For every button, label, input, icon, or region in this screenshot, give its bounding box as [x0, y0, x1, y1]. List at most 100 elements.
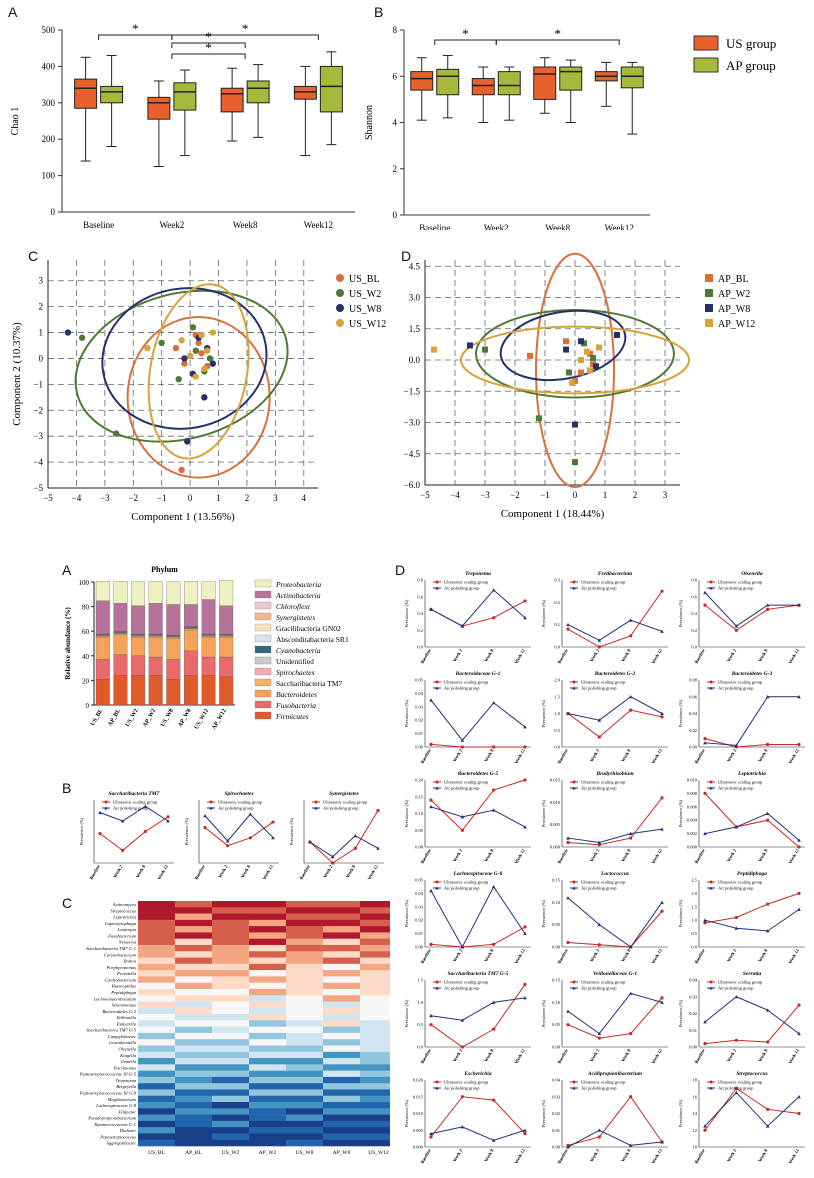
x-tick-label: −3 [100, 493, 110, 503]
row-label: Rothia [123, 959, 137, 964]
heatmap-cell [286, 939, 323, 946]
legend-swatch [255, 635, 271, 642]
heatmap-cell [249, 1039, 286, 1046]
series-line-ap [205, 814, 273, 841]
legend-swatch [255, 679, 271, 686]
heatmap-cell [323, 1127, 360, 1134]
legend-label: US_W2 [349, 289, 381, 300]
chart-title: Lachnospiraceae G-8 [453, 871, 503, 877]
heatmap-cell [323, 1064, 360, 1071]
data-point [598, 943, 601, 946]
heatmap-cell [249, 1045, 286, 1052]
heatmap-cell [360, 976, 390, 983]
y-tick-label: 0.8 [417, 578, 423, 583]
x-tick-label: AP_W2 [142, 708, 157, 728]
heatmap-cell [249, 995, 286, 1002]
bar-segment [202, 600, 216, 634]
data-point [598, 645, 601, 648]
y-tick-label: 20 [82, 677, 90, 685]
row-label: Gemella [120, 1059, 136, 1064]
y-tick-label: 0 [51, 207, 56, 217]
bar-segment [96, 601, 110, 634]
heatmap-cell [138, 926, 175, 933]
heatmap-cell [286, 914, 323, 921]
heatmap-cell [175, 995, 212, 1002]
series-line-ap [431, 998, 525, 1020]
legend-marker [436, 681, 439, 684]
box-ap-group [621, 67, 643, 88]
heatmap-cell [138, 983, 175, 990]
x-tick-label: Week 2 [589, 847, 601, 862]
heatmap-cell [175, 989, 212, 996]
heatmap-cell [286, 976, 323, 983]
row-label: Kingella [119, 1053, 137, 1058]
bar-segment [167, 605, 181, 636]
bar-segment [96, 581, 110, 601]
y-tick-label: 0.10 [415, 811, 424, 816]
legend-label: Air polishing group [444, 686, 480, 691]
bar-segment [131, 606, 145, 634]
y-tick-label: 12 [693, 1128, 698, 1133]
heatmap-cell [138, 1002, 175, 1009]
x-tick-label: 1 [216, 493, 221, 503]
x-tick-label: Week 8 [620, 947, 632, 962]
heatmap-cell [286, 1096, 323, 1103]
data-point [566, 941, 569, 944]
row-label: Neisseria [118, 940, 137, 945]
x-tick-label: Week 12 [650, 647, 663, 664]
heatmap-cell [138, 958, 175, 965]
heatmap-cell [286, 932, 323, 939]
bar-segment [219, 606, 233, 634]
row-label: Peptostreptococcaceae XI G-5 [79, 1072, 137, 1077]
data-point [226, 844, 229, 847]
x-tick-label: Week 2 [726, 847, 738, 862]
y-tick-label: 0.03 [415, 704, 424, 709]
bar-segment [202, 636, 216, 637]
series-line-us [705, 893, 799, 922]
box-us-group [411, 72, 433, 91]
bar-segment [149, 603, 163, 634]
series-line-ap [705, 1093, 799, 1127]
x-tick-label: Baseline [89, 864, 101, 880]
row-label: Filifactor [117, 1109, 136, 1114]
data-point [203, 826, 206, 829]
y-tick-label: 0.010 [550, 800, 561, 805]
data-point [797, 1004, 800, 1007]
heatmap-cell [360, 914, 390, 921]
legend-label: Air polishing group [718, 1086, 754, 1091]
y-tick-label: −5 [33, 483, 43, 493]
x-tick-label: Week 2 [322, 863, 334, 878]
box-us-group [148, 97, 170, 119]
heatmap-cell [138, 1045, 175, 1052]
series-line-ap [431, 887, 525, 947]
heatmap-cell [360, 989, 390, 996]
heatmap-cell [212, 1052, 249, 1059]
data-point [766, 608, 769, 611]
legend-marker [705, 274, 713, 282]
series-line-us [705, 605, 799, 630]
legend-swatch [694, 58, 718, 72]
x-tick-label: −1 [157, 493, 167, 503]
y-tick-label: 0.0 [554, 645, 560, 650]
x-tick-label: Week 8 [483, 647, 495, 662]
legend-label: Ultrasonic scaling group [718, 780, 763, 785]
data-point [204, 347, 210, 353]
heatmap-cell [212, 1002, 249, 1009]
series-line-us [568, 591, 662, 647]
x-tick-label: Week 12 [650, 847, 663, 864]
y-tick-label: 2.5 [691, 878, 697, 883]
heatmap-cell [212, 989, 249, 996]
heatmap-cell [286, 970, 323, 977]
data-point [65, 329, 71, 335]
data-point [523, 983, 526, 986]
data-point [181, 355, 187, 361]
x-tick-label: −5 [43, 493, 53, 503]
data-point [523, 925, 526, 928]
y-tick-label: 0.05 [552, 1022, 561, 1027]
y-tick-label: 0.2 [417, 628, 423, 633]
legend-marker [573, 781, 576, 784]
legend-label: Air polishing group [718, 886, 754, 891]
heatmap-cell [138, 1077, 175, 1084]
data-point [354, 847, 357, 850]
x-tick-label: −2 [510, 490, 520, 500]
